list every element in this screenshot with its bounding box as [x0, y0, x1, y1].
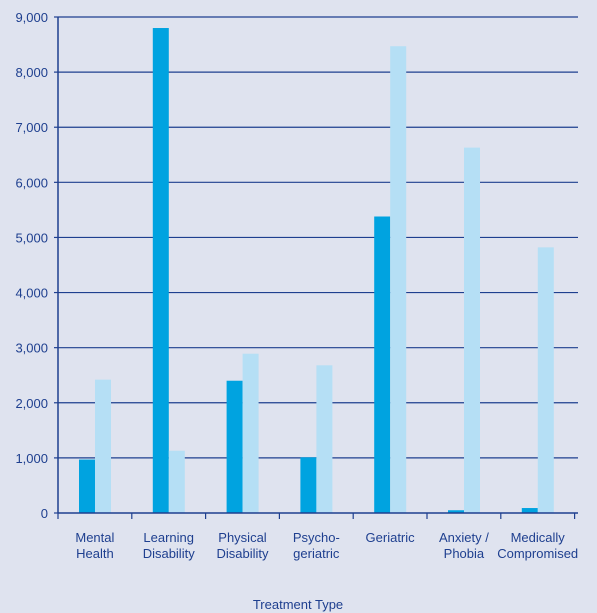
- category-label: Mental Health: [75, 530, 114, 561]
- category-label-line: Geriatric: [366, 530, 416, 545]
- category-label-line: Compromised: [497, 546, 578, 561]
- y-tick-label: 3,000: [15, 341, 48, 356]
- y-tick-label: 7,000: [15, 120, 48, 135]
- bar: [152, 28, 169, 514]
- bar: [95, 379, 111, 513]
- category-label: Geriatric: [366, 530, 416, 545]
- labels: 0 1,000 2,000 3,000 4,000 5,000 6,000 7,000 8,00…: [15, 10, 578, 561]
- gridlines: [58, 16, 578, 459]
- category-label-line: Psycho-: [293, 530, 340, 545]
- category-label: Medically Compromised: [497, 530, 578, 561]
- bar: [537, 247, 554, 513]
- bar: [374, 216, 391, 513]
- category-label: Psycho-geriatric: [293, 530, 340, 561]
- bar: [464, 147, 480, 513]
- category-label: Learning Disability: [143, 530, 196, 561]
- bar: [521, 508, 538, 513]
- y-tick-label: 5,000: [15, 230, 48, 245]
- y-tick-label: 9,000: [15, 10, 48, 25]
- category-label-line: Learning: [143, 530, 194, 545]
- category-label-line: Health: [76, 546, 114, 561]
- y-tick-label: 4,000: [15, 286, 48, 301]
- bar: [242, 353, 259, 513]
- bar: [226, 380, 243, 513]
- bars: [79, 28, 554, 514]
- bar: [300, 457, 317, 513]
- category-label-line: Phobia: [444, 546, 485, 561]
- category-label-line: Physical: [218, 530, 267, 545]
- bar: [316, 365, 333, 513]
- category-label-line: Disability: [216, 546, 269, 561]
- category-label-line: Anxiety /: [439, 530, 489, 545]
- y-tick-label: 6,000: [15, 175, 48, 190]
- x-axis-title: Treatment Type: [253, 597, 343, 612]
- category-label: Anxiety / Phobia: [439, 530, 489, 561]
- category-label-line: Medically: [511, 530, 566, 545]
- axes: [54, 16, 578, 519]
- y-tick-label: 0: [41, 506, 48, 521]
- y-tick-label: 2,000: [15, 396, 48, 411]
- bar: [390, 46, 407, 513]
- category-label-line: Disability: [143, 546, 196, 561]
- bar: [448, 510, 464, 513]
- category-label-line: Mental: [75, 530, 114, 545]
- bar: [168, 450, 185, 513]
- y-tick-label: 1,000: [15, 451, 48, 466]
- y-tick-label: 8,000: [15, 65, 48, 80]
- bar: [79, 459, 95, 513]
- category-label-line: geriatric: [293, 546, 340, 561]
- category-label: Physical Disability: [216, 530, 269, 561]
